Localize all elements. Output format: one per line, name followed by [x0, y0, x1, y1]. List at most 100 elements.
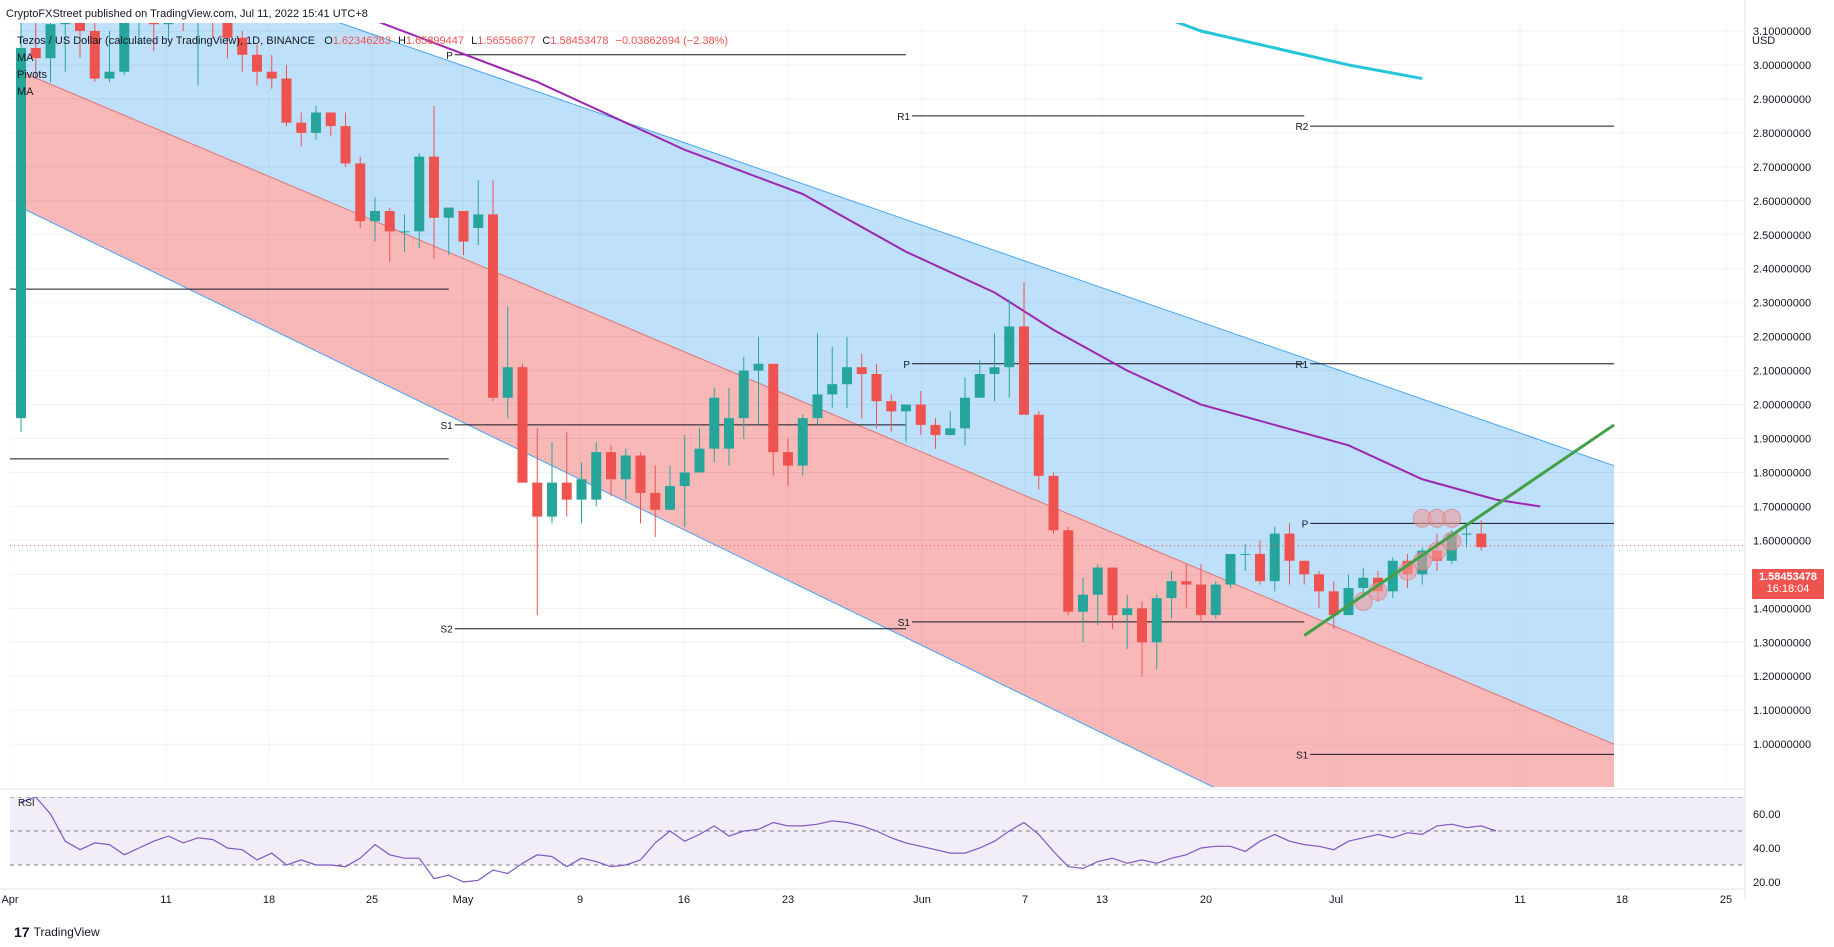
candle-body: [325, 112, 336, 127]
price-tick-label: 2.00000000: [1753, 400, 1811, 412]
candle-body: [783, 452, 793, 466]
support-trendline: [1303, 423, 1615, 637]
pivot-label-s1: S1: [1296, 750, 1309, 761]
candle-body: [1033, 414, 1044, 476]
price-tick-label: 1.60000000: [1753, 535, 1811, 547]
candle-body: [679, 472, 690, 487]
candle-body: [694, 448, 705, 473]
candle-body: [1255, 553, 1265, 582]
change-value: −0.03862694 (−2.38%): [615, 35, 729, 47]
time-tick-label: Jun: [913, 894, 931, 906]
candle-body: [370, 210, 380, 222]
pivot-label-s1: S1: [898, 618, 911, 629]
tradingview-brand[interactable]: 17 TradingView: [14, 924, 100, 940]
pivot-label-p: P: [1302, 519, 1309, 530]
candle-body: [797, 418, 808, 466]
candle-body: [30, 47, 41, 59]
brand-name: TradingView: [33, 925, 100, 939]
candle-body: [45, 24, 56, 59]
candle-body: [930, 424, 941, 436]
candle-body: [1078, 594, 1088, 612]
price-tick-label: 2.10000000: [1753, 366, 1811, 378]
candle-body: [1299, 560, 1310, 575]
pivot-label-p: P: [903, 360, 910, 371]
price-tick-label: 2.80000000: [1753, 128, 1811, 140]
price-tick-label: 2.50000000: [1753, 230, 1811, 242]
price-tick-label: 1.80000000: [1753, 467, 1811, 479]
candle-body: [1166, 581, 1177, 599]
axis-currency-label: USD: [1752, 35, 1775, 47]
candle-body: [960, 397, 970, 429]
time-tick-label: Apr: [1, 894, 18, 906]
price-tick-label: 2.20000000: [1753, 332, 1811, 344]
candle-body: [901, 404, 911, 412]
highlight-circle: [1442, 508, 1462, 528]
ohlc-legend: Tezos / US Dollar (calculated by Trading…: [17, 35, 729, 47]
price-tick-label: 1.90000000: [1753, 434, 1811, 446]
time-tick-label: 20: [1200, 894, 1212, 906]
candle-body: [1358, 577, 1369, 588]
candle-body: [237, 37, 248, 55]
time-tick-label: May: [453, 894, 474, 906]
price-tick-label: 1.20000000: [1753, 671, 1811, 683]
price-tick-label: 1.70000000: [1753, 501, 1811, 513]
price-tick-label: 2.60000000: [1753, 196, 1811, 208]
time-tick-label: 7: [1022, 894, 1028, 906]
rsi-tick-label: 20.00: [1753, 877, 1781, 889]
time-tick-label: 16: [678, 894, 690, 906]
candle-body: [768, 363, 779, 453]
price-tick-label: 1.40000000: [1753, 603, 1811, 615]
pivot-label-s1: S1: [441, 421, 454, 432]
time-tick-label: Jul: [1329, 894, 1343, 906]
pivot-label-r1: R1: [1295, 360, 1308, 371]
candle-body: [502, 367, 513, 398]
candle-body: [1004, 326, 1015, 368]
legend-pivots[interactable]: Pivots: [17, 69, 47, 81]
candle-body: [576, 479, 587, 500]
candle-body: [1461, 533, 1472, 535]
last-price-label: 1.58453478 16:18:04: [1752, 569, 1824, 599]
candle-body: [75, 23, 85, 31]
candle-body: [355, 163, 366, 222]
rsi-tick-label: 40.00: [1753, 843, 1781, 855]
high-value: 1.65899447: [405, 35, 465, 47]
pivot-label-p: P: [446, 51, 453, 62]
candle-body: [60, 23, 71, 25]
legend-ma-2[interactable]: MA: [17, 86, 34, 98]
candle-body: [1048, 475, 1059, 531]
rsi-tick-label: 60.00: [1753, 809, 1781, 821]
rsi-line: [20, 797, 1497, 883]
publisher-line: CryptoFXStreet published on TradingView.…: [6, 8, 368, 20]
price-pane: P S1 S2 R1 P S1 R2 R1 P S1: [10, 23, 1745, 787]
candle-body: [414, 156, 425, 232]
candle-body: [443, 207, 454, 218]
candle-body: [738, 370, 749, 419]
rsi-pane: [10, 797, 1745, 883]
candle-body: [606, 452, 616, 480]
candle-body: [1137, 608, 1147, 643]
ma-line-cyan: [1174, 23, 1423, 81]
candle-body: [1314, 574, 1324, 592]
time-tick-label: 11: [1514, 894, 1525, 906]
candle-body: [1476, 533, 1487, 548]
channel-lower-line: [20, 207, 1215, 787]
rsi-label: RSI: [18, 798, 35, 809]
pivot-label-r1: R1: [897, 112, 910, 123]
legend-ma-1[interactable]: MA: [17, 52, 34, 64]
candle-body: [281, 78, 292, 123]
candle-body: [296, 122, 307, 133]
price-tick-label: 1.00000000: [1753, 739, 1811, 751]
candle-body: [1181, 581, 1192, 585]
candle-body: [1210, 584, 1221, 616]
candle-body: [1343, 587, 1354, 616]
candle-body: [561, 482, 572, 500]
close-value: 1.58453478: [550, 35, 609, 47]
price-tick-label: 2.30000000: [1753, 298, 1811, 310]
tradingview-logo-icon: 17: [14, 924, 30, 940]
candle-body: [1284, 533, 1295, 561]
price-tick-label: 1.30000000: [1753, 637, 1811, 649]
pivot-label-s2: S2: [441, 625, 454, 636]
open-value: 1.62346283: [332, 35, 391, 47]
symbol-name[interactable]: Tezos / US Dollar (calculated by Trading…: [17, 35, 316, 47]
